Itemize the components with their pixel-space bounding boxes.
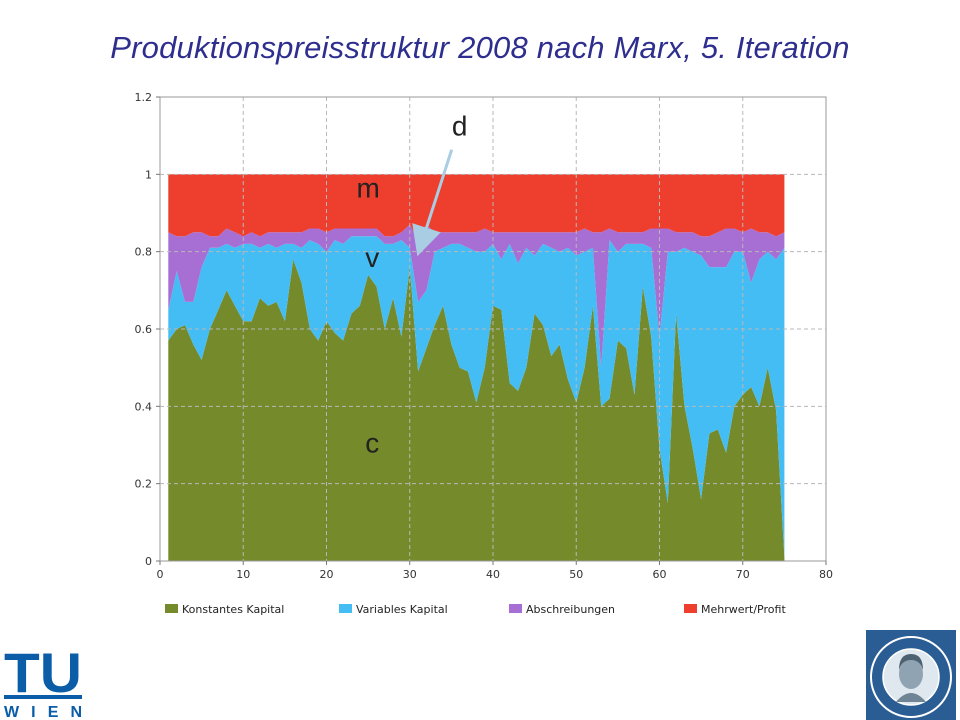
tu-logo-rule (4, 695, 82, 699)
tu-logo-letters: TU (4, 644, 82, 704)
x-tick-label: 20 (320, 568, 334, 581)
legend-swatch-mehrwert-profit (684, 604, 697, 613)
annotation-c: c (365, 428, 379, 459)
x-tick-label: 10 (236, 568, 250, 581)
y-tick-label: 1 (145, 168, 152, 181)
legend-label-variables-kapital: Variables Kapital (356, 603, 448, 616)
x-tick-label: 50 (569, 568, 583, 581)
legend-swatch-abschreibungen (509, 604, 522, 613)
y-tick-label: 0.8 (135, 246, 153, 259)
annotation-m: m (356, 173, 379, 204)
x-tick-label: 70 (736, 568, 750, 581)
legend-label-konstantes-kapital: Konstantes Kapital (182, 603, 284, 616)
x-tick-label: 30 (403, 568, 417, 581)
stacked-area-chart: 0 0.2 0.4 0.6 0.8 1 1.2 0 10 20 30 40 50 60 70 80 Konst… (135, 91, 834, 616)
y-tick-label: 1.2 (135, 91, 153, 104)
annotation-d: d (452, 111, 468, 142)
area-variables-kapital (168, 236, 785, 558)
y-tick-label: 0.2 (135, 478, 153, 491)
annotations: m v c d (356, 111, 467, 459)
area-mehrwert-profit (168, 174, 785, 241)
x-tick-label: 40 (486, 568, 500, 581)
chart-title: Produktionspreisstruktur 2008 nach Marx,… (110, 30, 850, 65)
y-tick-label: 0 (145, 555, 152, 568)
x-tick-label: 80 (819, 568, 833, 581)
tu-wien-logo: TU WIEN (4, 644, 82, 720)
tu-logo-word: WIEN (4, 704, 82, 720)
leibniz-sozietaet-seal (866, 630, 956, 720)
y-tick-label: 0.6 (135, 323, 153, 336)
legend-swatch-variables-kapital (339, 604, 352, 613)
x-tick-label: 60 (653, 568, 667, 581)
y-tick-label: 0.4 (135, 400, 153, 413)
legend-label-abschreibungen: Abschreibungen (526, 603, 615, 616)
annotation-arrow (412, 149, 454, 257)
legend-swatch-konstantes-kapital (165, 604, 178, 613)
legend-label-mehrwert-profit: Mehrwert/Profit (701, 603, 786, 616)
legend: Konstantes Kapital Variables Kapital Absch… (165, 603, 786, 616)
x-tick-label: 0 (157, 568, 164, 581)
annotation-v: v (365, 242, 379, 273)
area-abschreibungen (168, 224, 785, 368)
axes: 0 0.2 0.4 0.6 0.8 1 1.2 0 10 20 30 40 50 60 70 80 (135, 91, 834, 581)
area-konstantes-kapital (168, 259, 785, 561)
